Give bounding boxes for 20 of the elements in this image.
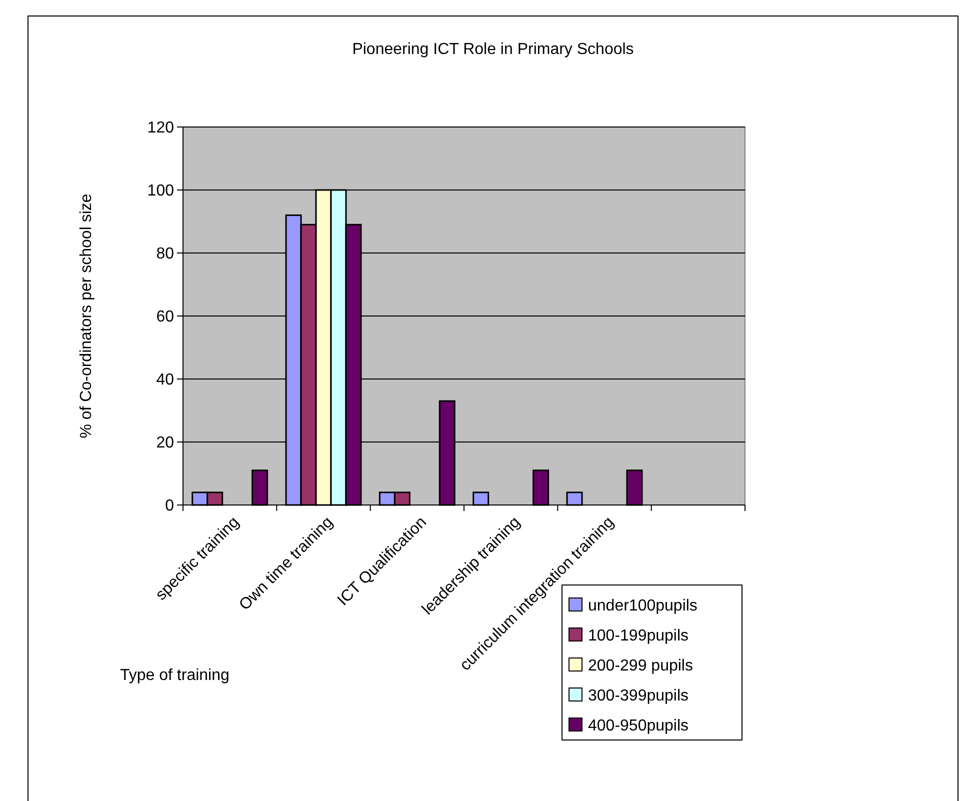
y-axis-title: % of Co-ordinators per school size <box>78 194 95 438</box>
chart-title: Pioneering ICT Role in Primary Schools <box>352 41 634 58</box>
y-tick-label: 100 <box>147 182 174 200</box>
legend-label: 200-299 pupils <box>588 658 693 675</box>
legend-label: 100-199pupils <box>588 628 689 645</box>
y-tick-label: 0 <box>165 498 174 515</box>
y-tick-label: 20 <box>156 434 174 452</box>
bar <box>626 470 643 506</box>
y-tick-label: 80 <box>156 246 174 263</box>
bar <box>532 470 550 506</box>
y-tick-label: 40 <box>156 372 174 389</box>
x-axis-title: Type of training <box>120 667 230 684</box>
y-tick-label: 120 <box>147 120 174 137</box>
legend-label: 300-399pupils <box>588 688 689 705</box>
bar <box>252 470 268 506</box>
bar <box>566 492 583 506</box>
legend-label: under100pupils <box>588 598 698 615</box>
legend-label: 400-950pupils <box>588 718 689 735</box>
bar <box>472 492 490 506</box>
y-tick-label: 60 <box>156 308 174 326</box>
